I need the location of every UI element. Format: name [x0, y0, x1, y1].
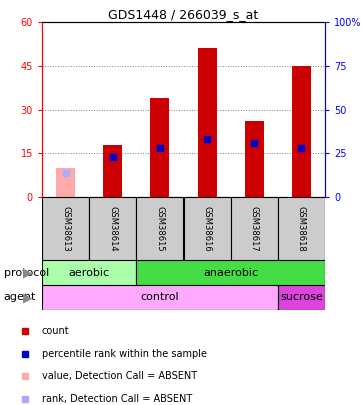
Bar — [103, 145, 122, 197]
Bar — [151, 98, 169, 197]
Text: agent: agent — [4, 292, 36, 303]
Text: rank, Detection Call = ABSENT: rank, Detection Call = ABSENT — [42, 394, 192, 404]
Bar — [56, 168, 75, 197]
Text: ▶: ▶ — [23, 291, 32, 304]
Bar — [245, 121, 264, 197]
Bar — [136, 197, 183, 260]
Text: percentile rank within the sample: percentile rank within the sample — [42, 349, 206, 359]
Bar — [42, 260, 136, 285]
Text: GSM38616: GSM38616 — [203, 206, 212, 252]
Bar — [231, 197, 278, 260]
Text: control: control — [140, 292, 179, 303]
Text: GSM38615: GSM38615 — [156, 206, 164, 252]
Title: GDS1448 / 266039_s_at: GDS1448 / 266039_s_at — [108, 8, 258, 21]
Bar — [183, 197, 231, 260]
Text: protocol: protocol — [4, 267, 49, 277]
Bar — [136, 260, 325, 285]
Text: GSM38617: GSM38617 — [250, 206, 259, 252]
Text: GSM38614: GSM38614 — [108, 206, 117, 252]
Text: ▶: ▶ — [23, 266, 32, 279]
Bar — [198, 48, 217, 197]
Bar — [42, 197, 89, 260]
Bar — [278, 285, 325, 310]
Bar — [42, 285, 278, 310]
Text: count: count — [42, 326, 69, 336]
Text: GSM38618: GSM38618 — [297, 206, 306, 252]
Text: anaerobic: anaerobic — [203, 267, 258, 277]
Text: sucrose: sucrose — [280, 292, 323, 303]
Bar — [89, 197, 136, 260]
Bar — [292, 66, 311, 197]
Text: GSM38613: GSM38613 — [61, 206, 70, 252]
Bar — [278, 197, 325, 260]
Text: aerobic: aerobic — [69, 267, 110, 277]
Text: value, Detection Call = ABSENT: value, Detection Call = ABSENT — [42, 371, 197, 381]
